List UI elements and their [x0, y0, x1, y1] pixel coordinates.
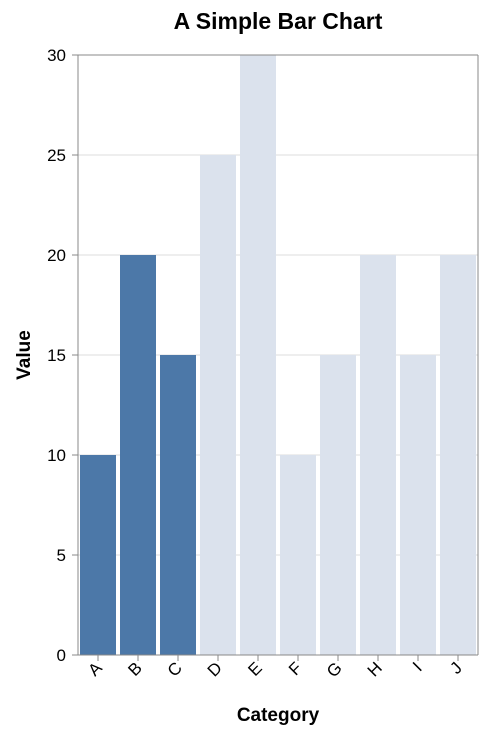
- bar-f[interactable]: [280, 455, 316, 655]
- bar-b[interactable]: [120, 255, 156, 655]
- bar-j[interactable]: [440, 255, 476, 655]
- axes: 0 5 10 15 20 25 30 A B C D E F G H I J: [47, 46, 479, 681]
- bar-c[interactable]: [160, 355, 196, 655]
- x-tick-label-c: C: [164, 658, 186, 680]
- y-tick-label: 30: [47, 46, 66, 65]
- x-tick-label-a: A: [84, 658, 106, 680]
- bars: [80, 55, 476, 655]
- y-tick-label: 20: [47, 246, 66, 265]
- x-axis-title: Category: [237, 705, 320, 726]
- x-tick-label-b: B: [124, 658, 145, 679]
- x-tick-label-i: I: [409, 658, 426, 675]
- bar-i[interactable]: [400, 355, 436, 655]
- x-tick-label-f: F: [285, 658, 306, 679]
- y-tick-label: 10: [47, 446, 66, 465]
- y-axis-title: Value: [14, 330, 35, 380]
- bar-a[interactable]: [80, 455, 116, 655]
- bar-g[interactable]: [320, 355, 356, 655]
- x-tick-label-e: E: [244, 658, 265, 679]
- x-tick-label-d: D: [204, 658, 226, 680]
- x-tick-label-j: J: [446, 658, 465, 677]
- bar-d[interactable]: [200, 155, 236, 655]
- y-tick-label: 5: [57, 546, 66, 565]
- y-tick-label: 0: [57, 646, 66, 665]
- x-tick-label-g: G: [323, 658, 346, 681]
- bar-e[interactable]: [240, 55, 276, 655]
- y-tick-label: 25: [47, 146, 66, 165]
- x-tick-label-h: H: [364, 658, 386, 680]
- y-tick-label: 15: [47, 346, 66, 365]
- bar-h[interactable]: [360, 255, 396, 655]
- chart-title: A Simple Bar Chart: [174, 8, 383, 34]
